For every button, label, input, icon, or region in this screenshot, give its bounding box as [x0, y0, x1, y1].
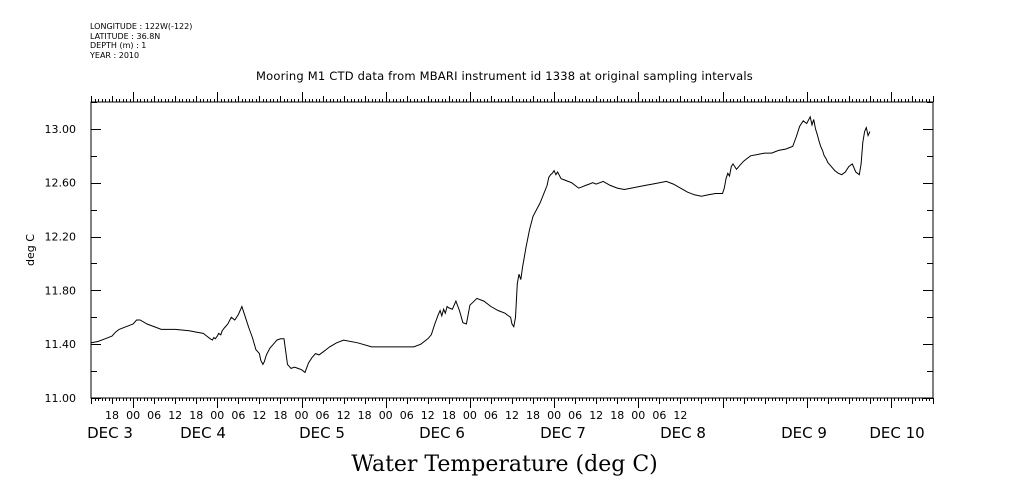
- x-tick-label: 00: [210, 409, 224, 422]
- x-tick-label: 18: [273, 409, 287, 422]
- x-tick-label: 12: [168, 409, 182, 422]
- x-day-label: DEC 3: [87, 424, 133, 442]
- x-tick-label: 18: [526, 409, 540, 422]
- y-tick-label: 12.60: [45, 177, 77, 190]
- x-tick-label: 06: [568, 409, 582, 422]
- year-label: YEAR : 2010: [90, 50, 140, 60]
- x-tick-label: 06: [231, 409, 245, 422]
- x-tick-label: 00: [126, 409, 140, 422]
- y-tick-label: 11.00: [45, 392, 77, 405]
- x-tick-label: 18: [442, 409, 456, 422]
- x-tick-label: 18: [610, 409, 624, 422]
- x-day-label: DEC 8: [660, 424, 706, 442]
- y-tick-label: 11.40: [45, 338, 77, 351]
- chart-title: Mooring M1 CTD data from MBARI instrumen…: [256, 69, 753, 83]
- x-day-label: DEC 4: [180, 424, 226, 442]
- x-tick-label: 06: [484, 409, 498, 422]
- y-tick-label: 13.00: [45, 123, 77, 136]
- x-tick-label: 18: [189, 409, 203, 422]
- x-day-label: DEC 10: [869, 424, 924, 442]
- x-tick-label: 12: [673, 409, 687, 422]
- x-tick-label: 06: [400, 409, 414, 422]
- water-temperature-series-line: [90, 115, 871, 374]
- depth-label: DEPTH (m) : 1: [90, 41, 147, 50]
- x-tick-label: 00: [379, 409, 393, 422]
- plot-frame: [90, 101, 934, 399]
- x-tick-label: 00: [295, 409, 309, 422]
- x-tick-label: 00: [631, 409, 645, 422]
- x-day-label: DEC 7: [540, 424, 586, 442]
- x-tick-label: 06: [652, 409, 666, 422]
- x-tick-label: 18: [105, 409, 119, 422]
- latitude-label: LATITUDE : 36.8N: [90, 31, 161, 41]
- x-tick-label: 12: [337, 409, 351, 422]
- x-tick-label: 00: [547, 409, 561, 422]
- x-tick-label: 18: [358, 409, 372, 422]
- x-tick-label: 12: [589, 409, 603, 422]
- x-tick-label: 06: [147, 409, 161, 422]
- y-tick-label: 11.80: [45, 284, 77, 297]
- x-day-label: DEC 5: [299, 424, 345, 442]
- x-tick-label: 00: [463, 409, 477, 422]
- x-tick-label: 12: [505, 409, 519, 422]
- x-day-label: DEC 6: [419, 424, 465, 442]
- x-tick-label: 12: [252, 409, 266, 422]
- x-axis-label: Water Temperature (deg C): [351, 452, 658, 477]
- x-tick-label: 12: [421, 409, 435, 422]
- x-day-label: DEC 9: [781, 424, 827, 442]
- longitude-label: LONGITUDE : 122W(-122): [90, 22, 193, 31]
- y-tick-label: 12.20: [45, 231, 77, 244]
- location-metadata: LONGITUDE : 122W(-122) LATITUDE : 36.8N …: [90, 22, 192, 60]
- y-axis-label: deg C: [24, 234, 37, 266]
- x-tick-label: 06: [316, 409, 330, 422]
